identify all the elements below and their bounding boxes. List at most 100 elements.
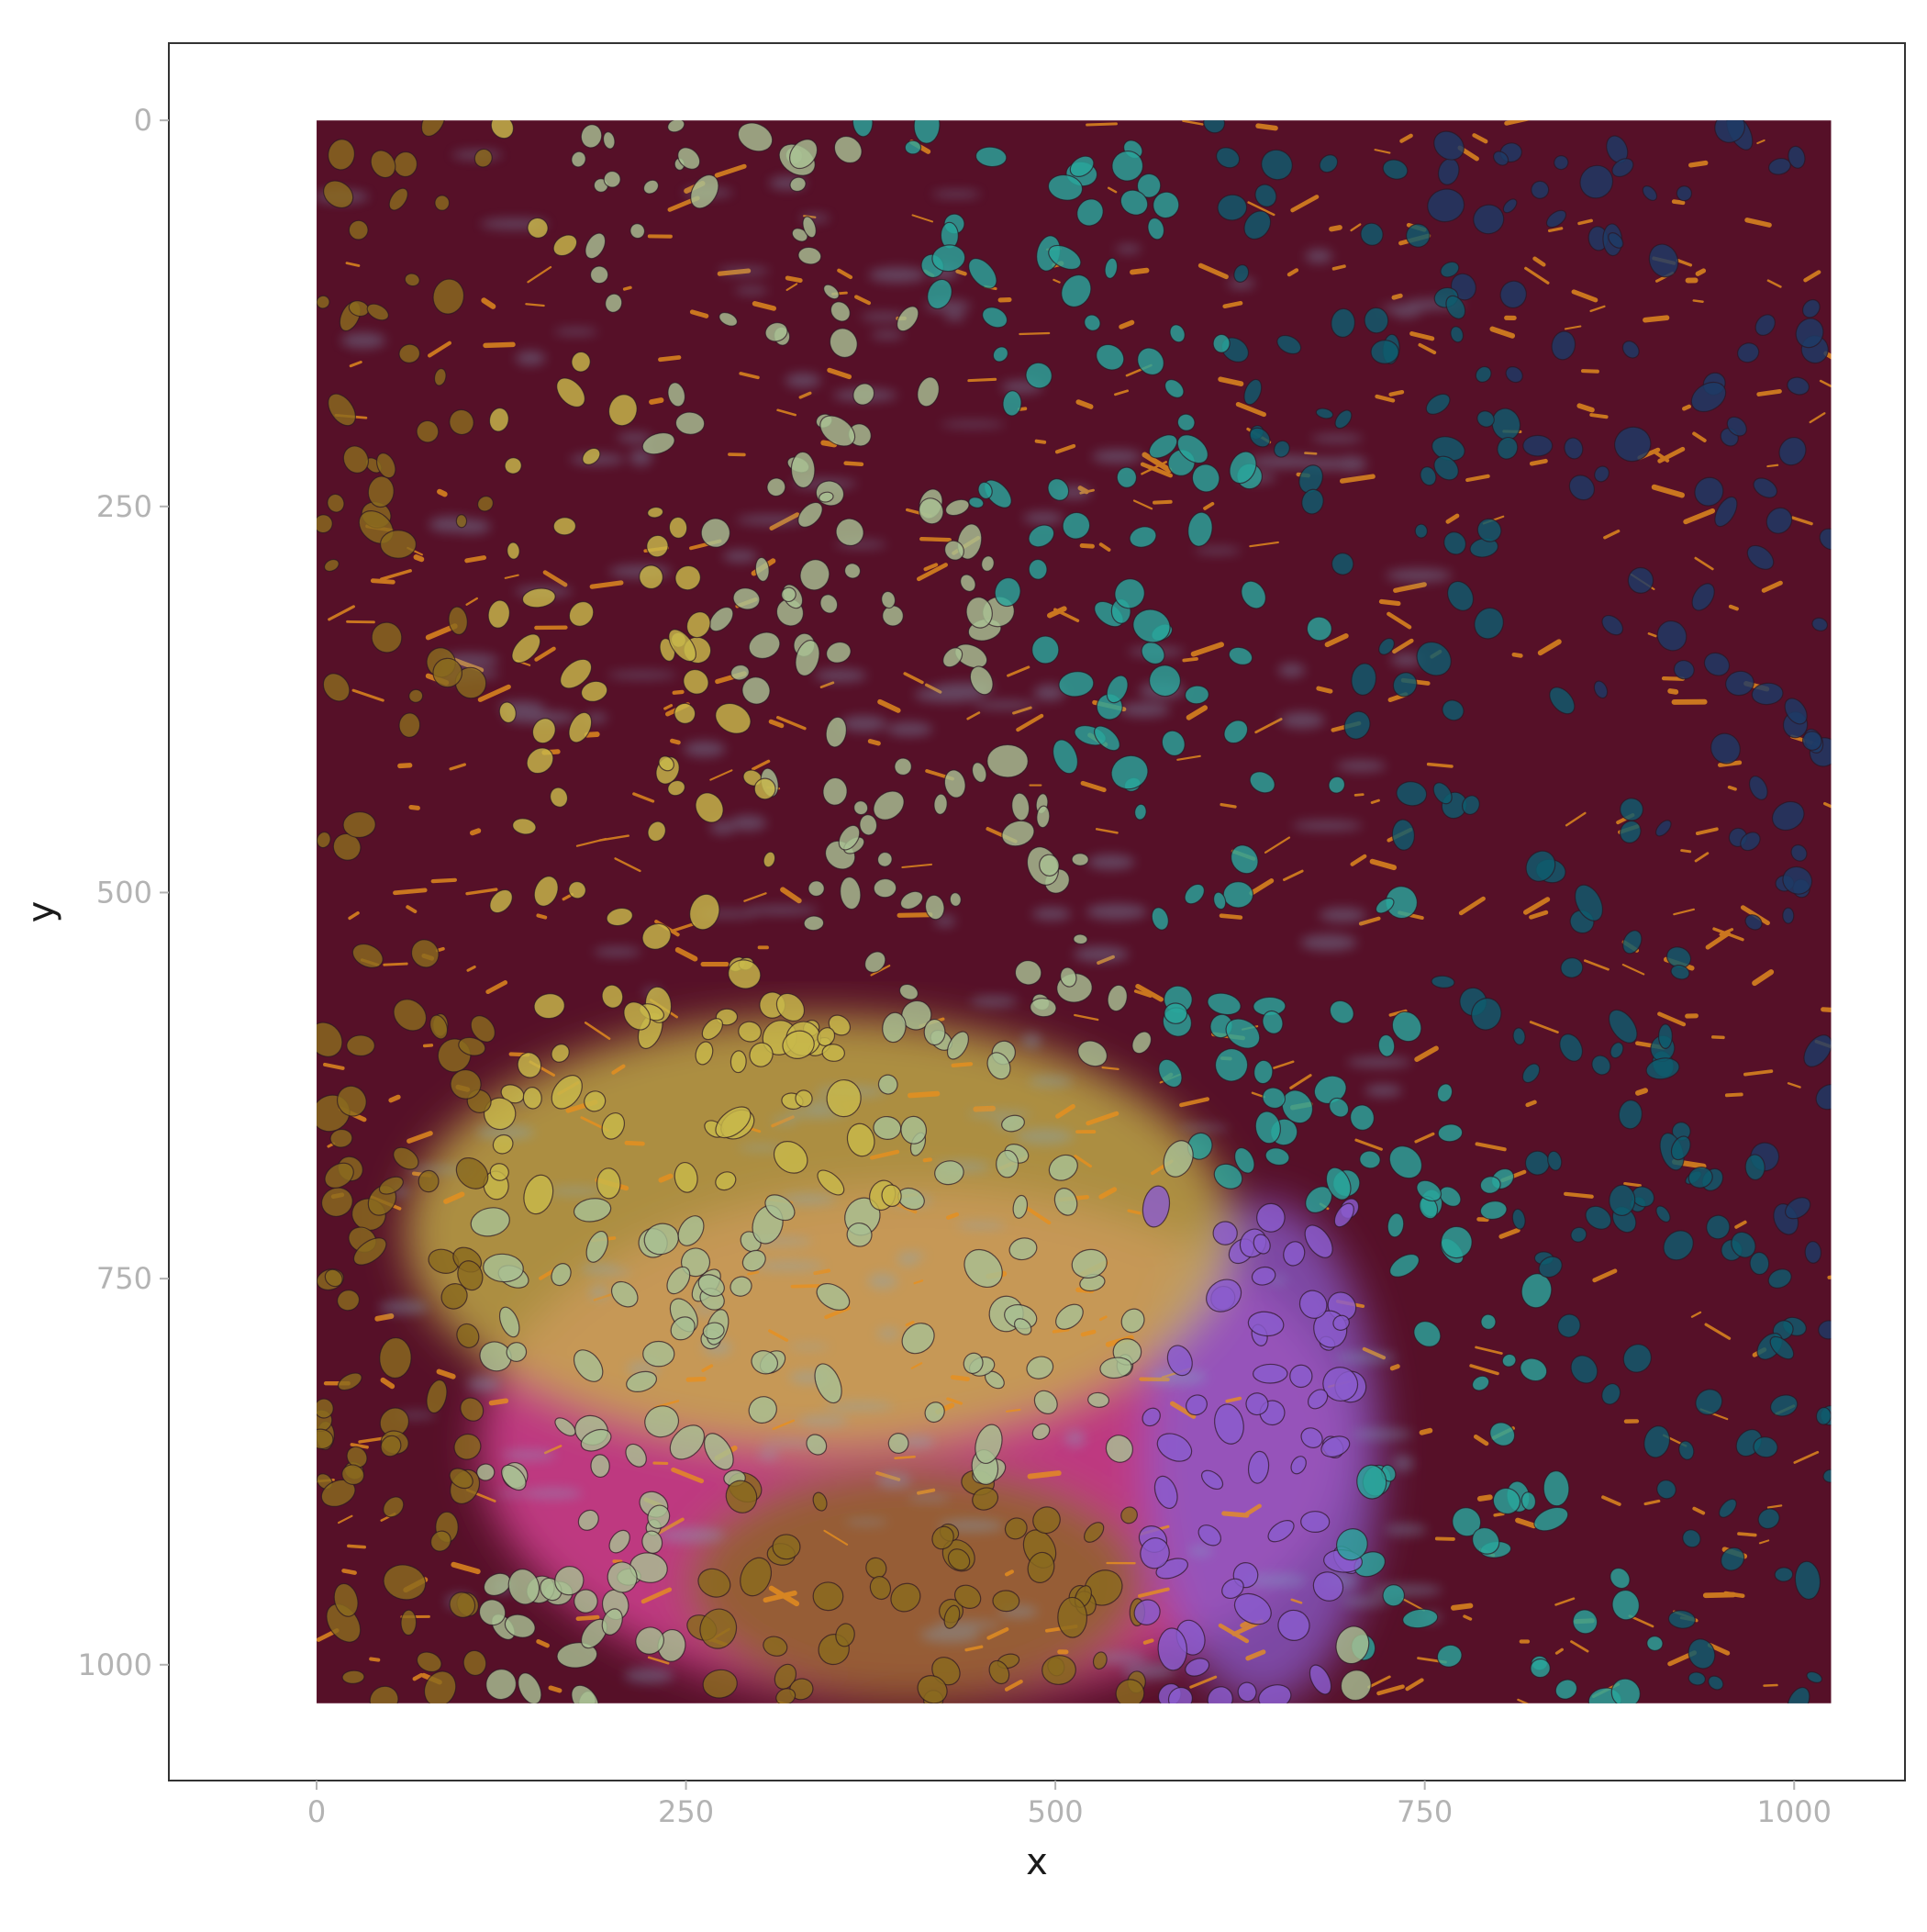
x-tick-label: 0 (307, 1794, 326, 1829)
y-tick-label: 750 (96, 1261, 152, 1296)
signal-fiber (425, 1045, 432, 1046)
signal-haze (841, 716, 887, 731)
signal-haze (1116, 245, 1142, 253)
y-tick-label: 500 (96, 875, 152, 910)
signal-haze (1335, 1352, 1397, 1363)
signal-fiber (1334, 266, 1344, 269)
signal-haze (1087, 854, 1135, 869)
signal-haze (730, 816, 766, 831)
signal-haze (1352, 1429, 1412, 1440)
cell (643, 1341, 674, 1367)
signal-fiber (627, 1143, 643, 1144)
signal-haze (869, 267, 927, 282)
signal-fiber (1019, 333, 1049, 334)
signal-fiber (1394, 296, 1400, 297)
signal-haze (967, 1111, 1032, 1118)
cell (1072, 853, 1089, 865)
cell (808, 881, 825, 897)
signal-fiber (411, 807, 418, 808)
signal-fiber (377, 1316, 391, 1319)
signal-haze (1278, 664, 1305, 677)
signal-fiber (925, 1159, 930, 1160)
cell (1676, 185, 1692, 201)
cell (1164, 1002, 1187, 1024)
x-tick-label: 1000 (1757, 1794, 1832, 1829)
x-tick-label: 750 (1397, 1794, 1453, 1829)
x-tick-label: 250 (658, 1794, 714, 1829)
signal-haze (897, 1252, 919, 1266)
signal-fiber (1083, 1332, 1094, 1335)
cell (1223, 882, 1253, 909)
cell (1783, 908, 1794, 923)
signal-haze (1188, 1546, 1213, 1557)
cell (993, 1591, 1019, 1612)
signal-haze (970, 996, 1018, 1006)
signal-haze (723, 550, 758, 562)
cell (905, 140, 921, 154)
cell (590, 1454, 609, 1477)
signal-fiber (551, 1688, 560, 1691)
signal-haze (1347, 1057, 1411, 1067)
signal-haze (957, 1222, 1007, 1230)
cell (347, 1035, 375, 1056)
signal-fiber (1319, 688, 1331, 691)
signal-haze (871, 331, 904, 340)
signal-fiber (1765, 1685, 1777, 1686)
signal-fiber (1221, 916, 1241, 918)
signal-fiber (344, 1570, 355, 1572)
signal-haze (914, 687, 984, 702)
segmentation-image (302, 103, 1853, 1721)
cell (435, 195, 450, 211)
signal-haze (1029, 1076, 1073, 1087)
signal-fiber (1691, 163, 1706, 165)
signal-haze (554, 329, 598, 335)
signal-fiber (1684, 407, 1689, 408)
cell (401, 1610, 417, 1636)
y-axis-title: y (20, 901, 62, 923)
signal-fiber (815, 1271, 829, 1274)
cell (1415, 524, 1428, 539)
signal-fiber (1730, 787, 1735, 789)
cell (1301, 1512, 1330, 1533)
signal-fiber (1638, 1090, 1645, 1093)
signal-fiber (587, 734, 597, 735)
signal-haze (877, 1328, 900, 1339)
signal-fiber (910, 1094, 938, 1096)
signal-fiber (1258, 126, 1275, 128)
signal-fiber (660, 357, 679, 359)
signal-fiber (625, 287, 630, 289)
signal-fiber (1532, 461, 1545, 463)
signal-haze (379, 1300, 429, 1314)
signal-fiber (1054, 1330, 1068, 1332)
signal-fiber (492, 1401, 507, 1402)
signal-fiber (1392, 1367, 1398, 1368)
signal-haze (607, 672, 677, 679)
signal-haze (785, 374, 820, 388)
signal-haze (944, 312, 965, 321)
signal-haze (1016, 1129, 1074, 1145)
signal-haze (1092, 450, 1142, 463)
cell (1058, 1597, 1087, 1637)
signal-fiber (1331, 228, 1340, 229)
signal-haze (1292, 821, 1363, 830)
signal-haze (684, 742, 726, 757)
signal-haze (931, 191, 981, 198)
x-axis-title: x (1026, 1841, 1048, 1883)
signal-fiber (896, 1457, 915, 1458)
signal-haze (868, 1273, 898, 1289)
y-tick-label: 250 (96, 489, 152, 524)
signal-haze (516, 352, 546, 365)
signal-fiber (674, 692, 683, 693)
signal-fiber (1037, 441, 1045, 442)
signal-haze (710, 821, 736, 834)
signal-haze (814, 669, 866, 682)
signal-fiber (1224, 1513, 1247, 1515)
signal-fiber (1132, 271, 1147, 273)
signal-fiber (538, 915, 545, 917)
signal-fiber (433, 880, 455, 881)
signal-haze (624, 1668, 673, 1683)
cell (987, 744, 1029, 777)
signal-haze (908, 1495, 950, 1502)
